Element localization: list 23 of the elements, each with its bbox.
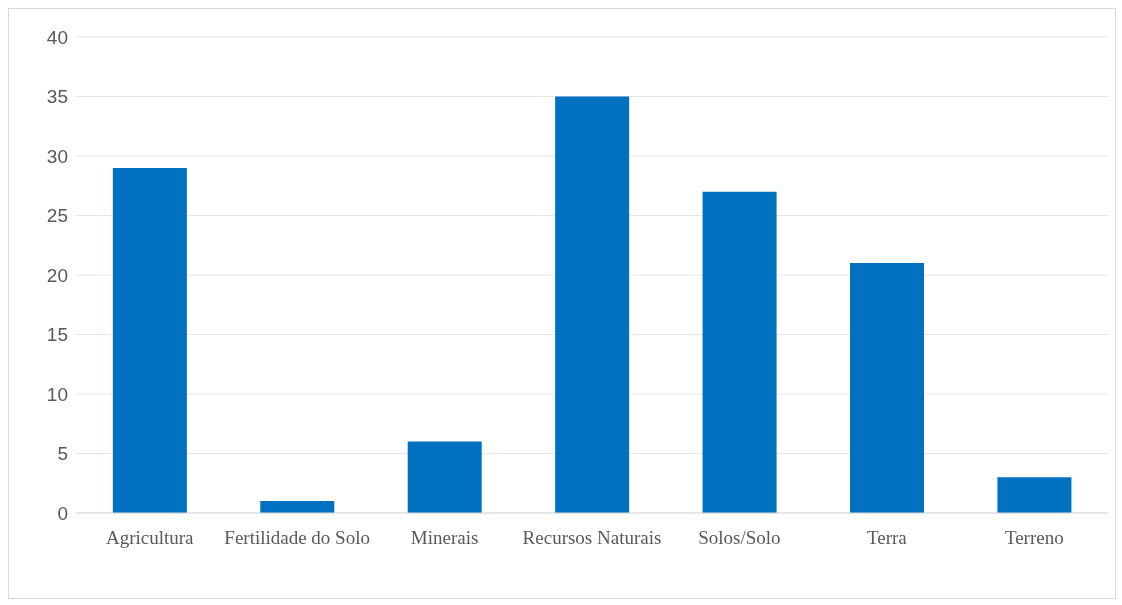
x-tick-label: Minerais [410, 527, 479, 549]
x-tick-label: Solos/Solo [698, 527, 781, 549]
bar [112, 167, 187, 513]
bar [407, 441, 482, 513]
y-tick-label: 15 [46, 324, 68, 346]
y-tick-label: 20 [46, 264, 68, 286]
x-tick-label: Recursos Naturais [522, 527, 662, 549]
y-tick-label: 40 [46, 26, 68, 48]
y-tick-label: 35 [46, 86, 68, 108]
bar [260, 501, 335, 513]
bar [555, 96, 630, 513]
bar [997, 477, 1072, 513]
x-tick-label: Agricultura [105, 527, 195, 549]
bar [850, 263, 924, 513]
y-tick-label: 30 [46, 145, 68, 167]
bar [702, 191, 777, 513]
y-tick-label: 0 [57, 502, 68, 524]
x-tick-label: Terra [866, 527, 908, 549]
y-tick-label: 5 [57, 443, 68, 465]
y-tick-label: 25 [46, 205, 68, 227]
x-tick-label: Terreno [1004, 527, 1064, 549]
y-tick-label: 10 [46, 383, 68, 405]
x-tick-label: Fertilidade do Solo [224, 527, 370, 549]
